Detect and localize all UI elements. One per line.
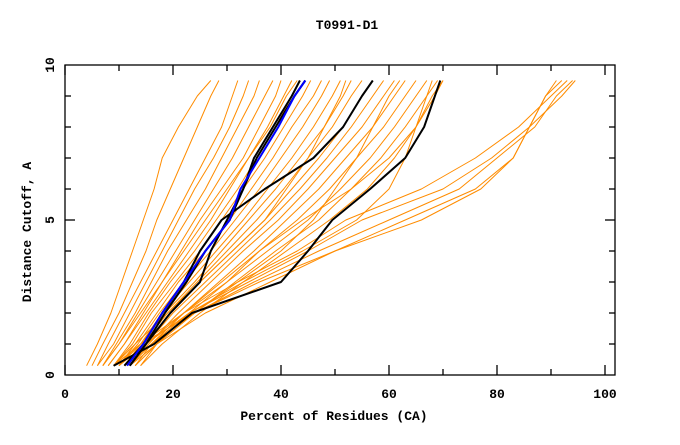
model-curve — [86, 80, 212, 366]
ticks-layer — [64, 65, 615, 375]
reference-curve — [126, 79, 307, 367]
model-curve — [118, 80, 331, 367]
chart-title: T0991-D1 — [316, 18, 379, 33]
model-curve — [129, 80, 395, 367]
curves-layer — [86, 79, 576, 367]
model-curve — [102, 80, 274, 366]
highlight-curve — [128, 80, 301, 367]
plot-frame — [64, 64, 616, 376]
model-curve — [129, 80, 557, 367]
y-axis-label: Distance Cutoff, A — [20, 162, 35, 303]
x-tick-label: 40 — [273, 387, 289, 402]
y-tick-label: 5 — [43, 216, 58, 224]
x-tick-label: 60 — [381, 387, 397, 402]
model-curve — [96, 80, 239, 366]
x-axis-label: Percent of Residues (CA) — [240, 409, 427, 424]
model-curve — [140, 80, 444, 367]
model-curve — [113, 80, 568, 367]
x-tick-label: 80 — [489, 387, 505, 402]
model-curve — [129, 80, 385, 366]
highlight-curve — [113, 80, 442, 367]
model-curve — [96, 80, 250, 366]
x-tick-label: 0 — [61, 387, 69, 402]
model-curve — [91, 80, 220, 366]
model-curve — [124, 80, 573, 367]
x-tick-label: 100 — [593, 387, 617, 402]
model-curve — [107, 80, 293, 366]
model-curve — [113, 80, 347, 367]
x-tick-label: 20 — [165, 387, 181, 402]
y-tick-label: 0 — [43, 371, 58, 379]
model-curve — [124, 80, 444, 367]
model-curve — [140, 80, 401, 366]
model-curve — [102, 80, 260, 366]
model-curve — [134, 80, 417, 366]
model-curve — [118, 80, 576, 367]
model-curve — [102, 80, 298, 366]
y-tick-label: 10 — [43, 57, 58, 73]
model-curve — [129, 80, 433, 367]
model-curve — [107, 80, 282, 366]
